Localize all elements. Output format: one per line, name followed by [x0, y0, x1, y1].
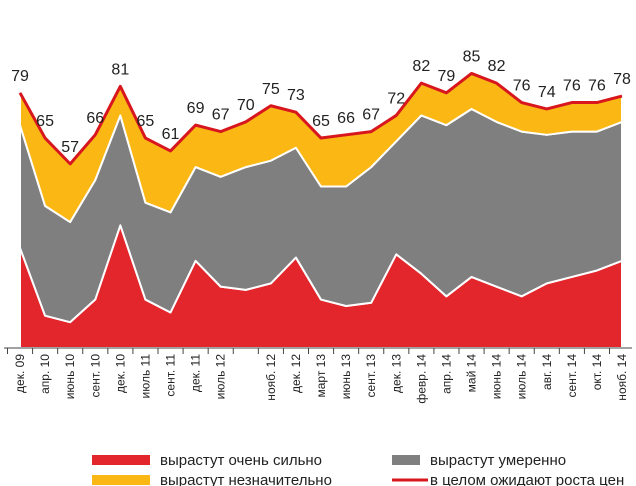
value-label: 76: [563, 78, 581, 95]
x-tick-label: дек. 11: [189, 354, 203, 392]
legend-label: вырастут очень сильно: [160, 452, 322, 469]
x-tick-label: июль 11: [138, 354, 152, 399]
x-tick-label: дек. 10: [113, 354, 127, 393]
value-label: 76: [588, 78, 606, 95]
value-label: 61: [162, 126, 180, 143]
value-label: 81: [111, 61, 129, 78]
value-label: 66: [86, 110, 104, 127]
x-tick-label: апр. 14: [439, 354, 453, 394]
x-tick-label: нояб. 12: [264, 354, 278, 401]
x-tick-label: март 13: [314, 354, 328, 398]
value-label: 79: [11, 68, 29, 85]
value-label: 78: [613, 71, 631, 88]
value-label: 74: [538, 84, 556, 101]
value-label: 66: [337, 110, 355, 127]
value-label: 82: [488, 58, 506, 75]
x-tick-label: июнь 10: [63, 354, 77, 400]
x-tick-label: февр. 14: [414, 354, 428, 404]
x-tick-label: нояб. 14: [615, 354, 629, 401]
x-tick-label: авг. 14: [540, 354, 554, 390]
value-label: 73: [287, 87, 305, 104]
value-label: 70: [237, 97, 255, 114]
legend-label: вырастут умеренно: [430, 452, 566, 469]
value-label: 72: [387, 90, 405, 107]
value-label: 65: [36, 113, 54, 130]
legend-swatch: [92, 455, 150, 465]
value-label: 75: [262, 81, 280, 98]
x-tick-label: май 14: [465, 354, 479, 393]
x-tick-label: дек. 09: [13, 354, 27, 393]
x-tick-label: окт. 14: [590, 354, 604, 391]
legend-swatch: [92, 475, 150, 485]
x-tick-label: апр. 10: [38, 354, 52, 394]
legend-label: в целом ожидают роста цен: [430, 472, 624, 486]
x-tick-label: сент. 14: [565, 354, 579, 398]
legend-label: вырастут незначительно: [160, 472, 332, 486]
value-label: 76: [513, 78, 531, 95]
x-tick-label: сент. 10: [88, 354, 102, 398]
x-tick-label: июнь 13: [339, 354, 353, 400]
x-tick-label: дек. 12: [289, 354, 303, 393]
x-tick-label: июнь 14: [490, 354, 504, 400]
value-label: 67: [212, 107, 230, 124]
value-label: 69: [187, 100, 205, 117]
value-label: 65: [137, 113, 155, 130]
total-line: [18, 71, 623, 166]
value-label: 67: [362, 107, 380, 124]
x-tick-label: сент. 13: [364, 354, 378, 398]
legend-swatch: [392, 455, 420, 465]
value-label: 65: [312, 113, 330, 130]
x-tick-label: июль 14: [515, 354, 529, 400]
x-tick-label: сент. 11: [164, 354, 178, 397]
x-tick-label: дек. 13: [389, 354, 403, 393]
value-label: 85: [463, 48, 481, 65]
value-label: 57: [61, 139, 79, 156]
value-label: 79: [438, 68, 456, 85]
x-tick-label: июль 12: [214, 354, 228, 400]
value-label: 82: [412, 58, 430, 75]
